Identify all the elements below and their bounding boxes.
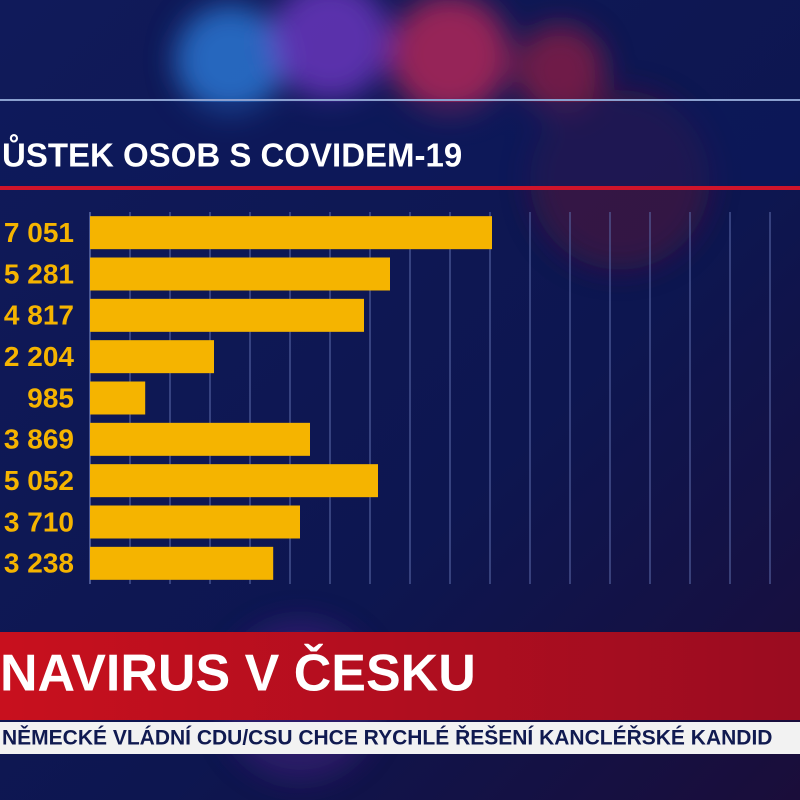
- bar: [90, 381, 146, 415]
- category-label: 3 869: [4, 424, 74, 455]
- category-label: 4 817: [4, 300, 74, 331]
- bar: [90, 216, 492, 250]
- ticker-text: NĚMECKÉ VLÁDNÍ CDU/CSU CHCE RYCHLÉ ŘEŠEN…: [2, 726, 772, 750]
- category-label: 5 281: [4, 258, 74, 289]
- category-label: 5 052: [4, 465, 74, 496]
- ticker: [0, 722, 800, 754]
- bar: [90, 340, 214, 374]
- banner: [0, 632, 800, 720]
- chart: 7 051 5 281 4 817 2 204 985 3 869 5 052 3 710 3 …: [4, 212, 771, 584]
- category-label: 985: [27, 382, 74, 413]
- bar: [90, 298, 364, 332]
- bar: [90, 546, 274, 580]
- bar: [90, 257, 390, 291]
- banner-title: NAVIRUS V ČESKU: [0, 644, 476, 703]
- divider: [0, 186, 800, 190]
- category-label: 7 051: [4, 217, 74, 248]
- chart-title: ŮSTEK OSOB S COVIDEM-19: [2, 134, 462, 174]
- category-label: 2 204: [4, 341, 74, 372]
- bar: [90, 422, 310, 456]
- bar: [90, 505, 300, 539]
- category-label: 3 710: [4, 506, 74, 537]
- bar: [90, 464, 378, 498]
- category-label: 3 238: [4, 548, 74, 579]
- title-band: [0, 102, 800, 186]
